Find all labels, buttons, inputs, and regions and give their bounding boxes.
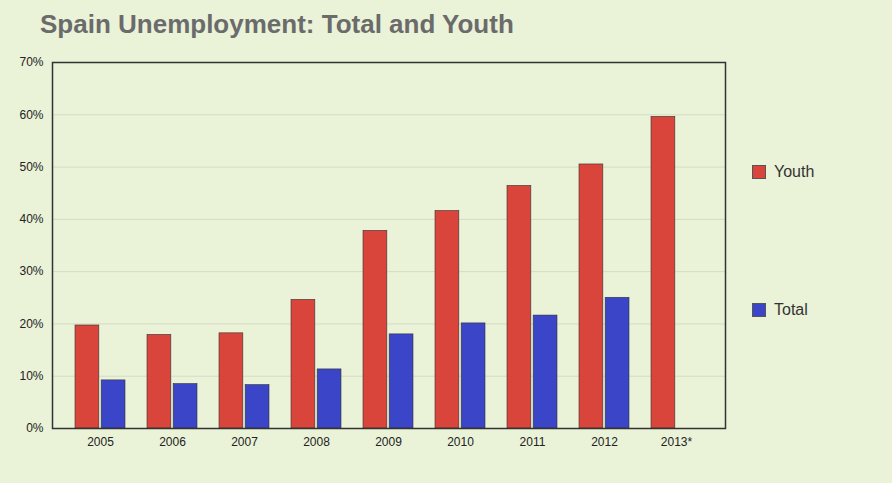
svg-text:30%: 30%	[19, 264, 43, 278]
html-text:Spain Unemployment: Total and: Spain Unemployment: Total and Youth	[40, 9, 514, 39]
svg-text:2007: 2007	[231, 435, 258, 449]
svg-text:70%: 70%	[19, 55, 43, 69]
svg-text:2008: 2008	[303, 435, 330, 449]
svg-text:2013*: 2013*	[661, 435, 693, 449]
svg-text:50%: 50%	[19, 160, 43, 174]
svg-text:40%: 40%	[19, 212, 43, 226]
svg-text:60%: 60%	[19, 108, 43, 122]
svg-text:2009: 2009	[375, 435, 402, 449]
svg-text:2012: 2012	[591, 435, 618, 449]
svg-text:2010: 2010	[447, 435, 474, 449]
svg-text:2011: 2011	[520, 435, 546, 449]
svg-text:2006: 2006	[159, 435, 186, 449]
svg-text:2005: 2005	[87, 435, 114, 449]
svg-text:0%: 0%	[26, 421, 44, 435]
html-text:Youth: Youth	[774, 163, 815, 180]
svg-text:10%: 10%	[19, 369, 43, 383]
html-text:Total: Total	[774, 301, 808, 318]
svg-text:20%: 20%	[19, 317, 43, 331]
